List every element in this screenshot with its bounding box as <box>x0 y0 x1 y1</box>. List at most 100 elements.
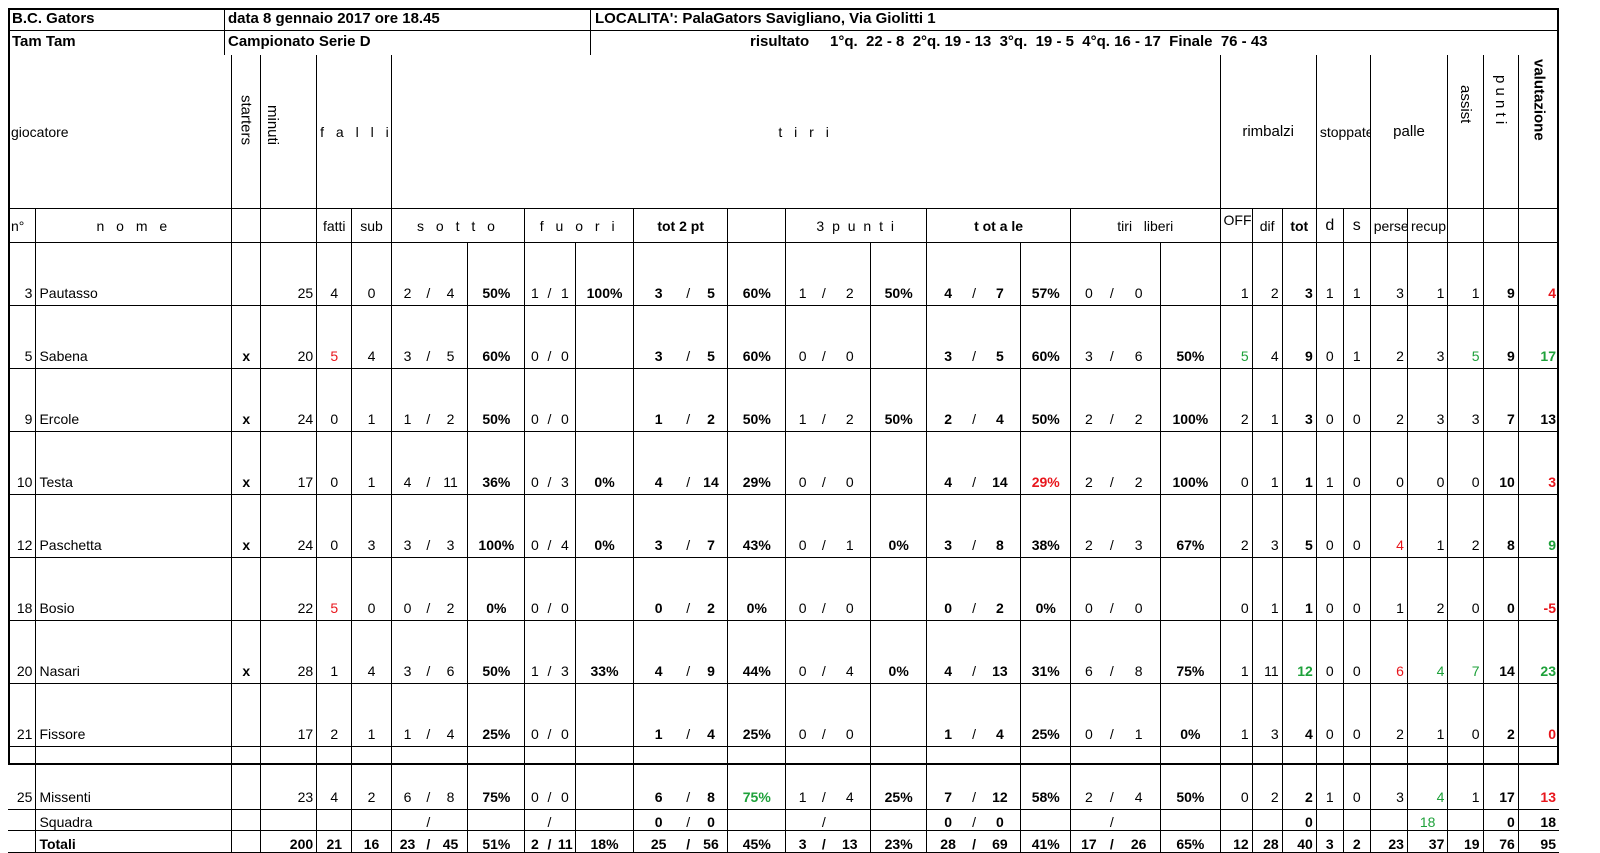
fuori-attempted: 4 <box>554 494 576 558</box>
tre-punti-made: 0 <box>785 494 819 558</box>
away-team: Tam Tam <box>12 33 76 50</box>
slash: / <box>544 431 555 495</box>
turnovers: 2 <box>1369 368 1408 432</box>
player-row: 25 Missenti 23 4 2 6/8 75% 0/0 6/8 75% 1/4 25% 7/12 5… <box>8 746 1559 810</box>
steals: 3 <box>1406 305 1448 369</box>
starter-mark <box>231 830 261 853</box>
tre-punti-made: 1 <box>785 242 819 306</box>
assists: 0 <box>1447 683 1484 747</box>
slash: / <box>969 431 980 495</box>
turnovers: 0 <box>1369 431 1408 495</box>
squadra-tta: 0 <box>979 809 1021 831</box>
totale-made: 4 <box>926 242 970 306</box>
minutes: 17 <box>260 683 317 747</box>
assists: 1 <box>1447 746 1484 810</box>
liberi-pct: 100% <box>1160 368 1221 432</box>
slash: / <box>423 431 434 495</box>
off-header: OFF <box>1219 208 1253 243</box>
tot2-made: 3 <box>633 242 684 306</box>
points: 0 <box>1482 557 1519 621</box>
steals: 37 <box>1406 830 1448 853</box>
slash: / <box>1106 620 1118 684</box>
sotto-attempted: 4 <box>433 683 468 747</box>
rating: 23 <box>1517 620 1559 684</box>
blocks-made: 0 <box>1315 620 1344 684</box>
rebounds-off: 5 <box>1219 305 1253 369</box>
slash: / <box>969 368 980 432</box>
rebounds-tot: 5 <box>1281 494 1317 558</box>
slash: / <box>544 683 555 747</box>
starter-mark: x <box>231 620 261 684</box>
totale-pct: 57% <box>1020 242 1071 306</box>
player-number: 9 <box>8 368 36 432</box>
slash: / <box>969 557 980 621</box>
tre-punti-pct: 50% <box>870 368 927 432</box>
tot2-made: 0 <box>633 557 684 621</box>
totale-pct: 50% <box>1020 368 1071 432</box>
slash: / <box>423 683 434 747</box>
liberi-pct: 75% <box>1160 620 1221 684</box>
sotto-made: 3 <box>390 620 424 684</box>
turnovers: 23 <box>1369 830 1408 853</box>
fuori-pct <box>575 683 634 747</box>
squadra-punti: 0 <box>1482 809 1519 831</box>
slash: / <box>423 620 434 684</box>
slash: / <box>1106 830 1118 853</box>
totale-attempted: 8 <box>979 494 1021 558</box>
points: 76 <box>1482 830 1519 853</box>
tot2-attempted: 9 <box>694 620 728 684</box>
liberi-pct: 0% <box>1160 683 1221 747</box>
steals: 1 <box>1406 494 1448 558</box>
totale-pct: 58% <box>1020 746 1071 810</box>
rebounds-off: 1 <box>1219 683 1253 747</box>
assists: 0 <box>1447 431 1484 495</box>
sub-header: sub <box>351 208 392 243</box>
liberi-made: 2 <box>1070 746 1107 810</box>
squadra-t2m: 0 <box>633 809 684 831</box>
slash: / <box>1106 746 1118 810</box>
starter-mark: x <box>231 431 261 495</box>
sotto-pct: 51% <box>467 830 525 853</box>
turnovers: 1 <box>1369 557 1408 621</box>
fuori-attempted: 11 <box>554 830 576 853</box>
valutazione-header: valutazione <box>1530 59 1548 141</box>
player-row: 12 Paschetta x 24 0 3 3/3 100% 0/4 0% 3/7 43% 0/1 0% 3… <box>8 494 1559 558</box>
slash: / <box>969 242 980 306</box>
starter-mark: x <box>231 305 261 369</box>
slash: / <box>818 494 830 558</box>
steals: 3 <box>1406 368 1448 432</box>
punti-header: p u n t i <box>1492 75 1510 125</box>
player-number: 18 <box>8 557 36 621</box>
blocks-made: 0 <box>1315 305 1344 369</box>
sotto-made: 1 <box>390 683 424 747</box>
blocks-made: 0 <box>1315 683 1344 747</box>
totale-attempted: 14 <box>979 431 1021 495</box>
palle-header: palle <box>1369 55 1448 209</box>
tot2-made: 4 <box>633 431 684 495</box>
sotto-made: 23 <box>390 830 424 853</box>
points: 9 <box>1482 242 1519 306</box>
liberi-made: 6 <box>1070 620 1107 684</box>
slash: / <box>544 305 555 369</box>
fuori-made: 0 <box>524 431 545 495</box>
fouls-received: 16 <box>351 830 392 853</box>
player-number: 25 <box>8 746 36 810</box>
rebounds-off: 1 <box>1219 620 1253 684</box>
totale-made: 28 <box>926 830 970 853</box>
fuori-made: 0 <box>524 683 545 747</box>
blocks-made: 3 <box>1315 830 1344 853</box>
tre-punti-pct: 50% <box>870 242 927 306</box>
blocks-received: 1 <box>1342 305 1371 369</box>
sotto-pct: 50% <box>467 368 525 432</box>
rebounds-off: 0 <box>1219 557 1253 621</box>
squadra-t2a: 0 <box>694 809 728 831</box>
sotto-pct: 25% <box>467 683 525 747</box>
fuori-made: 0 <box>524 494 545 558</box>
assists: 7 <box>1447 620 1484 684</box>
rebounds-off: 0 <box>1219 746 1253 810</box>
fuori-header: f u o r i <box>524 208 634 243</box>
rating: 0 <box>1517 683 1559 747</box>
fuori-attempted: 3 <box>554 431 576 495</box>
rebounds-dif: 11 <box>1251 620 1283 684</box>
sotto-pct: 100% <box>467 494 525 558</box>
